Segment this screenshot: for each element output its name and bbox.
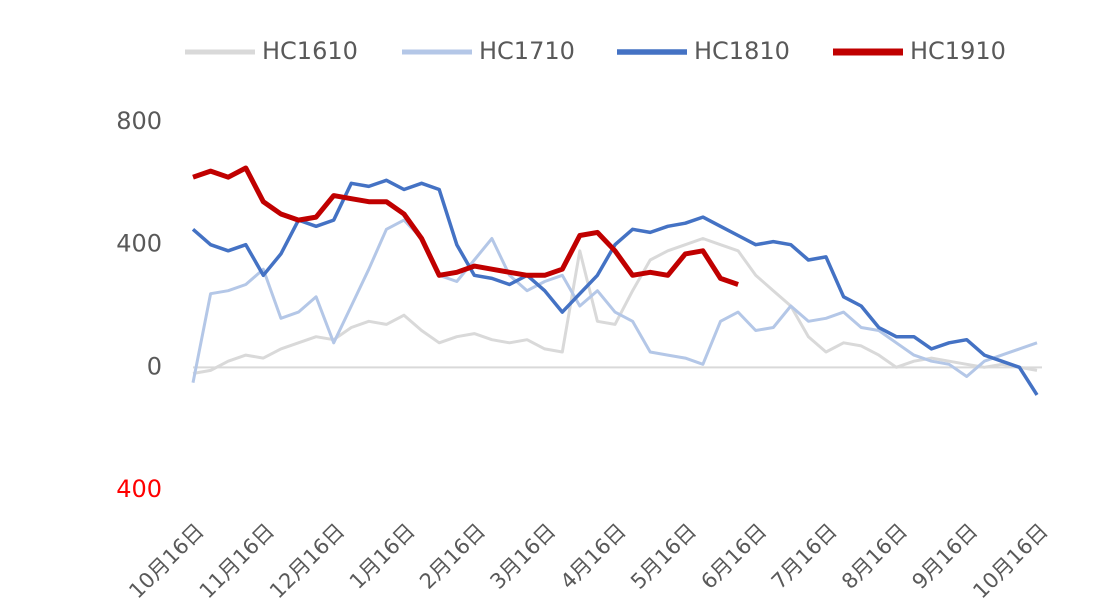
x-tick-label: 6月16日: [696, 519, 771, 594]
y-tick-label: 800: [116, 107, 162, 135]
x-tick-label: 8月16日: [837, 519, 912, 594]
series-line: [192, 165, 739, 287]
x-tick-label: 5月16日: [626, 519, 701, 594]
series-line: [191, 218, 1038, 383]
x-tick-label: 4月16日: [556, 519, 631, 594]
legend-label: HC1610: [262, 37, 358, 65]
y-tick-label: 400: [116, 475, 162, 503]
x-tick-label: 1月16日: [345, 519, 420, 594]
x-tick-label: 11月16日: [195, 519, 279, 603]
series-line: [191, 178, 1039, 396]
x-tick-label: 10月16日: [124, 519, 208, 603]
x-tick-label: 12月16日: [265, 519, 349, 603]
y-tick-label: 400: [116, 230, 162, 258]
legend-label: HC1810: [694, 37, 790, 65]
x-tick-label: 3月16日: [485, 519, 560, 594]
legend-label: HC1710: [479, 37, 575, 65]
legend-label: HC1910: [910, 37, 1006, 65]
x-tick-label: 7月16日: [767, 519, 842, 594]
x-tick-label: 2月16日: [415, 519, 490, 594]
y-tick-label: 0: [147, 352, 162, 380]
x-tick-label: 10月16日: [968, 519, 1052, 603]
